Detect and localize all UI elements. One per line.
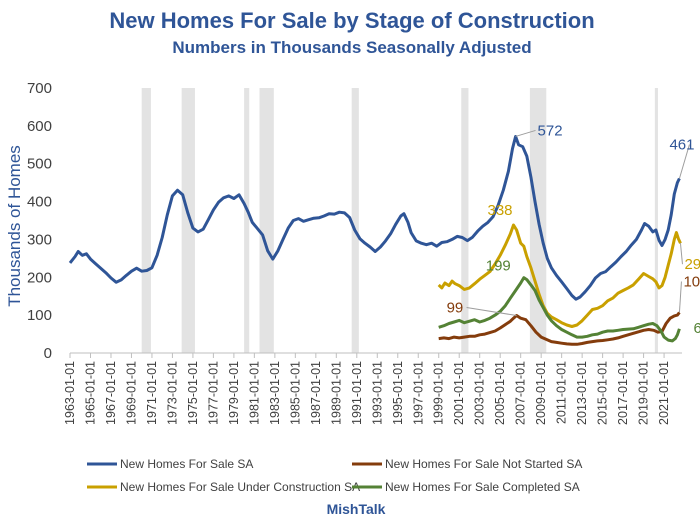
x-tick-label: 2009-01-01	[534, 361, 548, 425]
annotation-label: 107	[683, 273, 700, 290]
recession-band	[351, 88, 359, 353]
legend-label-sa: New Homes For Sale SA	[120, 457, 253, 471]
x-tick-label: 1997-01-01	[411, 361, 425, 425]
y-tick-label: 100	[27, 307, 52, 324]
x-tick-label: 1981-01-01	[247, 361, 261, 425]
annotation-leader	[678, 281, 682, 313]
recession-bands	[141, 88, 658, 353]
y-tick-label: 200	[27, 269, 52, 286]
recession-band	[244, 88, 250, 353]
x-tick-label: 1971-01-01	[145, 361, 159, 425]
y-axis: 0 100 200 300 400 500 600 700	[27, 80, 52, 362]
annotation-label: 64	[693, 320, 700, 337]
y-tick-label: 700	[27, 80, 52, 97]
recession-band	[461, 88, 469, 353]
y-tick-label: 0	[44, 345, 52, 362]
y-axis-label: Thousands of Homes	[5, 145, 24, 307]
recession-band	[259, 88, 274, 353]
x-tick-label: 1963-01-01	[63, 361, 77, 425]
series-line-sa	[68, 135, 681, 301]
series-line-not-started	[438, 311, 681, 346]
recession-band	[181, 88, 195, 353]
x-tick-label: 2019-01-01	[637, 361, 651, 425]
y-tick-label: 400	[27, 194, 52, 211]
y-tick-label: 300	[27, 231, 52, 248]
x-tick-label: 1969-01-01	[124, 361, 138, 425]
legend-label-under-construction: New Homes For Sale Under Construction SA	[120, 480, 360, 494]
annotation-leader	[466, 307, 517, 317]
chart-title: New Homes For Sale by Stage of Construct…	[109, 8, 594, 33]
x-tick-label: 1967-01-01	[104, 361, 118, 425]
legend-label-not-started: New Homes For Sale Not Started SA	[385, 457, 582, 471]
x-tick-label: 1999-01-01	[432, 361, 446, 425]
x-tick-label: 2011-01-01	[555, 361, 569, 424]
x-tick-label: 1993-01-01	[370, 361, 384, 425]
x-tick-label: 2013-01-01	[575, 361, 589, 425]
x-tick-label: 1985-01-01	[288, 361, 302, 425]
x-tick-label: 1989-01-01	[329, 361, 343, 425]
recession-band	[141, 88, 151, 353]
legend: New Homes For Sale SA New Homes For Sale…	[87, 457, 582, 494]
x-tick-label: 2003-01-01	[473, 361, 487, 425]
annotation-leader	[678, 144, 690, 179]
annotation-label: 572	[538, 122, 563, 139]
x-tick-label: 1983-01-01	[268, 361, 282, 425]
series-lines	[68, 135, 682, 346]
y-tick-label: 500	[27, 156, 52, 173]
annotation-leader	[515, 129, 536, 137]
x-tick-label: 2015-01-01	[596, 361, 610, 425]
x-tick-label: 1977-01-01	[206, 361, 220, 425]
annotation-leader	[679, 243, 683, 265]
x-tick-label: 1965-01-01	[83, 361, 97, 425]
chart-subtitle: Numbers in Thousands Seasonally Adjusted	[172, 38, 531, 57]
x-tick-label: 1975-01-01	[186, 361, 200, 425]
annotations: 572 461 338 290 199 64 99 107	[447, 122, 700, 336]
x-tick-label: 2007-01-01	[514, 361, 528, 425]
x-tick-label: 2021-01-01	[657, 361, 671, 425]
x-tick-label: 2017-01-01	[616, 361, 630, 425]
x-tick-label: 1979-01-01	[227, 361, 241, 425]
x-tick-label: 2001-01-01	[452, 361, 466, 425]
x-tick-label: 1995-01-01	[391, 361, 405, 425]
recession-band	[654, 88, 658, 353]
x-tick-label: 1987-01-01	[309, 361, 323, 425]
x-tick-label: 1991-01-01	[350, 361, 364, 425]
series-line-under-construction	[437, 223, 682, 328]
annotation-label: 338	[488, 202, 513, 219]
annotation-label: 461	[669, 136, 694, 153]
x-tick-label: 1973-01-01	[165, 361, 179, 425]
legend-label-completed: New Homes For Sale Completed SA	[385, 480, 580, 494]
annotation-label: 290	[684, 256, 700, 273]
y-tick-label: 600	[27, 118, 52, 135]
annotation-label: 99	[447, 300, 464, 317]
x-axis: 1963-01-01 1965-01-01 1967-01-01 1969-01-01…	[63, 353, 671, 425]
series-line-completed	[438, 276, 681, 343]
x-tick-label: 2005-01-01	[493, 361, 507, 425]
annotation-label: 199	[486, 258, 511, 275]
source-label: MishTalk	[327, 501, 386, 517]
